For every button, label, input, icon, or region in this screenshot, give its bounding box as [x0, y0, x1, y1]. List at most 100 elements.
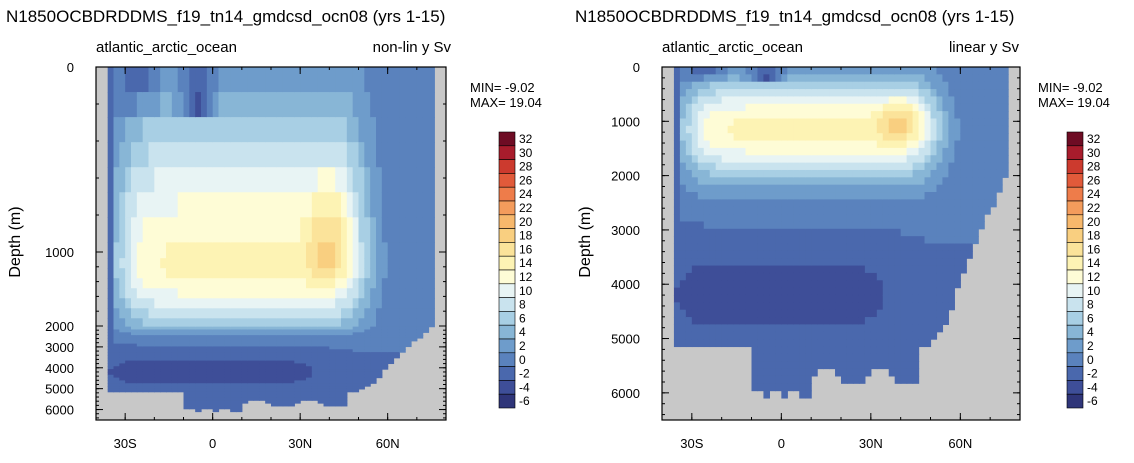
field-cell — [352, 308, 360, 319]
field-cell — [835, 346, 842, 355]
field-cell — [858, 375, 866, 384]
field-cell — [835, 258, 842, 267]
field-cell — [253, 397, 260, 401]
field-cell — [769, 250, 776, 259]
field-cell — [253, 92, 260, 118]
field-cell — [370, 340, 377, 345]
field-cell — [131, 363, 138, 367]
field-cell — [960, 192, 967, 200]
field-cell — [960, 250, 967, 259]
field-cell — [271, 391, 278, 396]
field-cell — [936, 133, 944, 142]
field-cell — [739, 140, 747, 149]
field-cell — [781, 169, 788, 178]
field-cell — [685, 258, 693, 267]
field-cell — [793, 236, 800, 245]
field-cell — [703, 118, 711, 127]
field-cell — [954, 250, 961, 259]
field-cell — [727, 250, 735, 259]
field-cell — [166, 332, 173, 336]
field-cell — [948, 258, 955, 267]
field-cell — [846, 89, 854, 98]
field-cell — [870, 221, 878, 230]
field-cell — [323, 371, 330, 376]
field-cell — [358, 167, 365, 193]
field-cell — [673, 258, 681, 267]
field-cell — [259, 318, 266, 328]
field-cell — [201, 374, 208, 379]
field-cell — [852, 140, 860, 149]
field-cell — [805, 265, 812, 274]
x-tick-label: 60N — [948, 436, 972, 451]
field-cell — [900, 309, 908, 318]
field-cell — [781, 155, 788, 164]
field-cell — [387, 357, 395, 362]
field-cell — [846, 111, 854, 120]
field-cell — [793, 74, 800, 83]
field-cell — [888, 236, 896, 245]
field-cell — [727, 96, 735, 105]
field-cell — [793, 177, 800, 186]
field-cell — [323, 374, 330, 379]
field-cell — [247, 354, 255, 359]
field-cell — [212, 391, 220, 396]
field-cell — [769, 162, 776, 171]
field-cell — [113, 337, 120, 342]
field-cell — [841, 324, 848, 333]
field-cell — [230, 360, 237, 365]
field-cell — [428, 167, 435, 193]
field-cell — [306, 369, 313, 373]
field-cell — [358, 318, 365, 328]
field-cell — [416, 117, 424, 143]
field-cell — [846, 96, 854, 105]
field-cell — [858, 361, 866, 370]
field-cell — [846, 280, 854, 289]
field-cell — [745, 317, 753, 325]
field-cell — [733, 169, 741, 178]
field-cell — [271, 371, 278, 376]
field-cell — [113, 340, 120, 345]
field-cell — [416, 308, 424, 319]
field-cell — [119, 67, 126, 93]
field-cell — [930, 89, 938, 98]
field-cell — [703, 280, 711, 289]
field-cell — [835, 89, 842, 98]
field-cell — [823, 214, 830, 223]
field-cell — [241, 258, 249, 269]
field-cell — [364, 298, 371, 309]
field-cell — [294, 352, 301, 356]
field-cell — [195, 349, 202, 353]
field-cell — [894, 324, 902, 333]
field-cell — [265, 92, 272, 118]
field-cell — [858, 331, 866, 340]
field-cell — [757, 147, 765, 156]
field-cell — [715, 294, 723, 303]
field-cell — [787, 89, 794, 98]
field-cell — [978, 155, 985, 164]
field-cell — [811, 162, 818, 171]
field-cell — [763, 331, 770, 340]
field-cell — [119, 363, 126, 367]
field-cell — [131, 346, 138, 350]
field-cell — [335, 369, 342, 373]
field-cell — [160, 117, 167, 143]
field-cell — [259, 397, 266, 401]
field-cell — [154, 268, 161, 279]
field-cell — [763, 294, 770, 303]
field-cell — [370, 374, 377, 379]
field-cell — [148, 329, 155, 333]
field-cell — [300, 217, 307, 243]
field-cell — [841, 317, 848, 325]
field-cell — [224, 405, 231, 410]
field-cell — [864, 89, 872, 98]
field-cell — [346, 217, 354, 243]
field-cell — [835, 192, 842, 200]
field-cell — [781, 111, 788, 120]
field-cell — [954, 118, 961, 127]
field-cell — [311, 363, 319, 367]
field-cell — [166, 258, 173, 269]
field-cell — [306, 337, 313, 342]
field-cell — [823, 96, 830, 105]
field-cell — [189, 400, 196, 404]
field-cell — [131, 117, 138, 143]
